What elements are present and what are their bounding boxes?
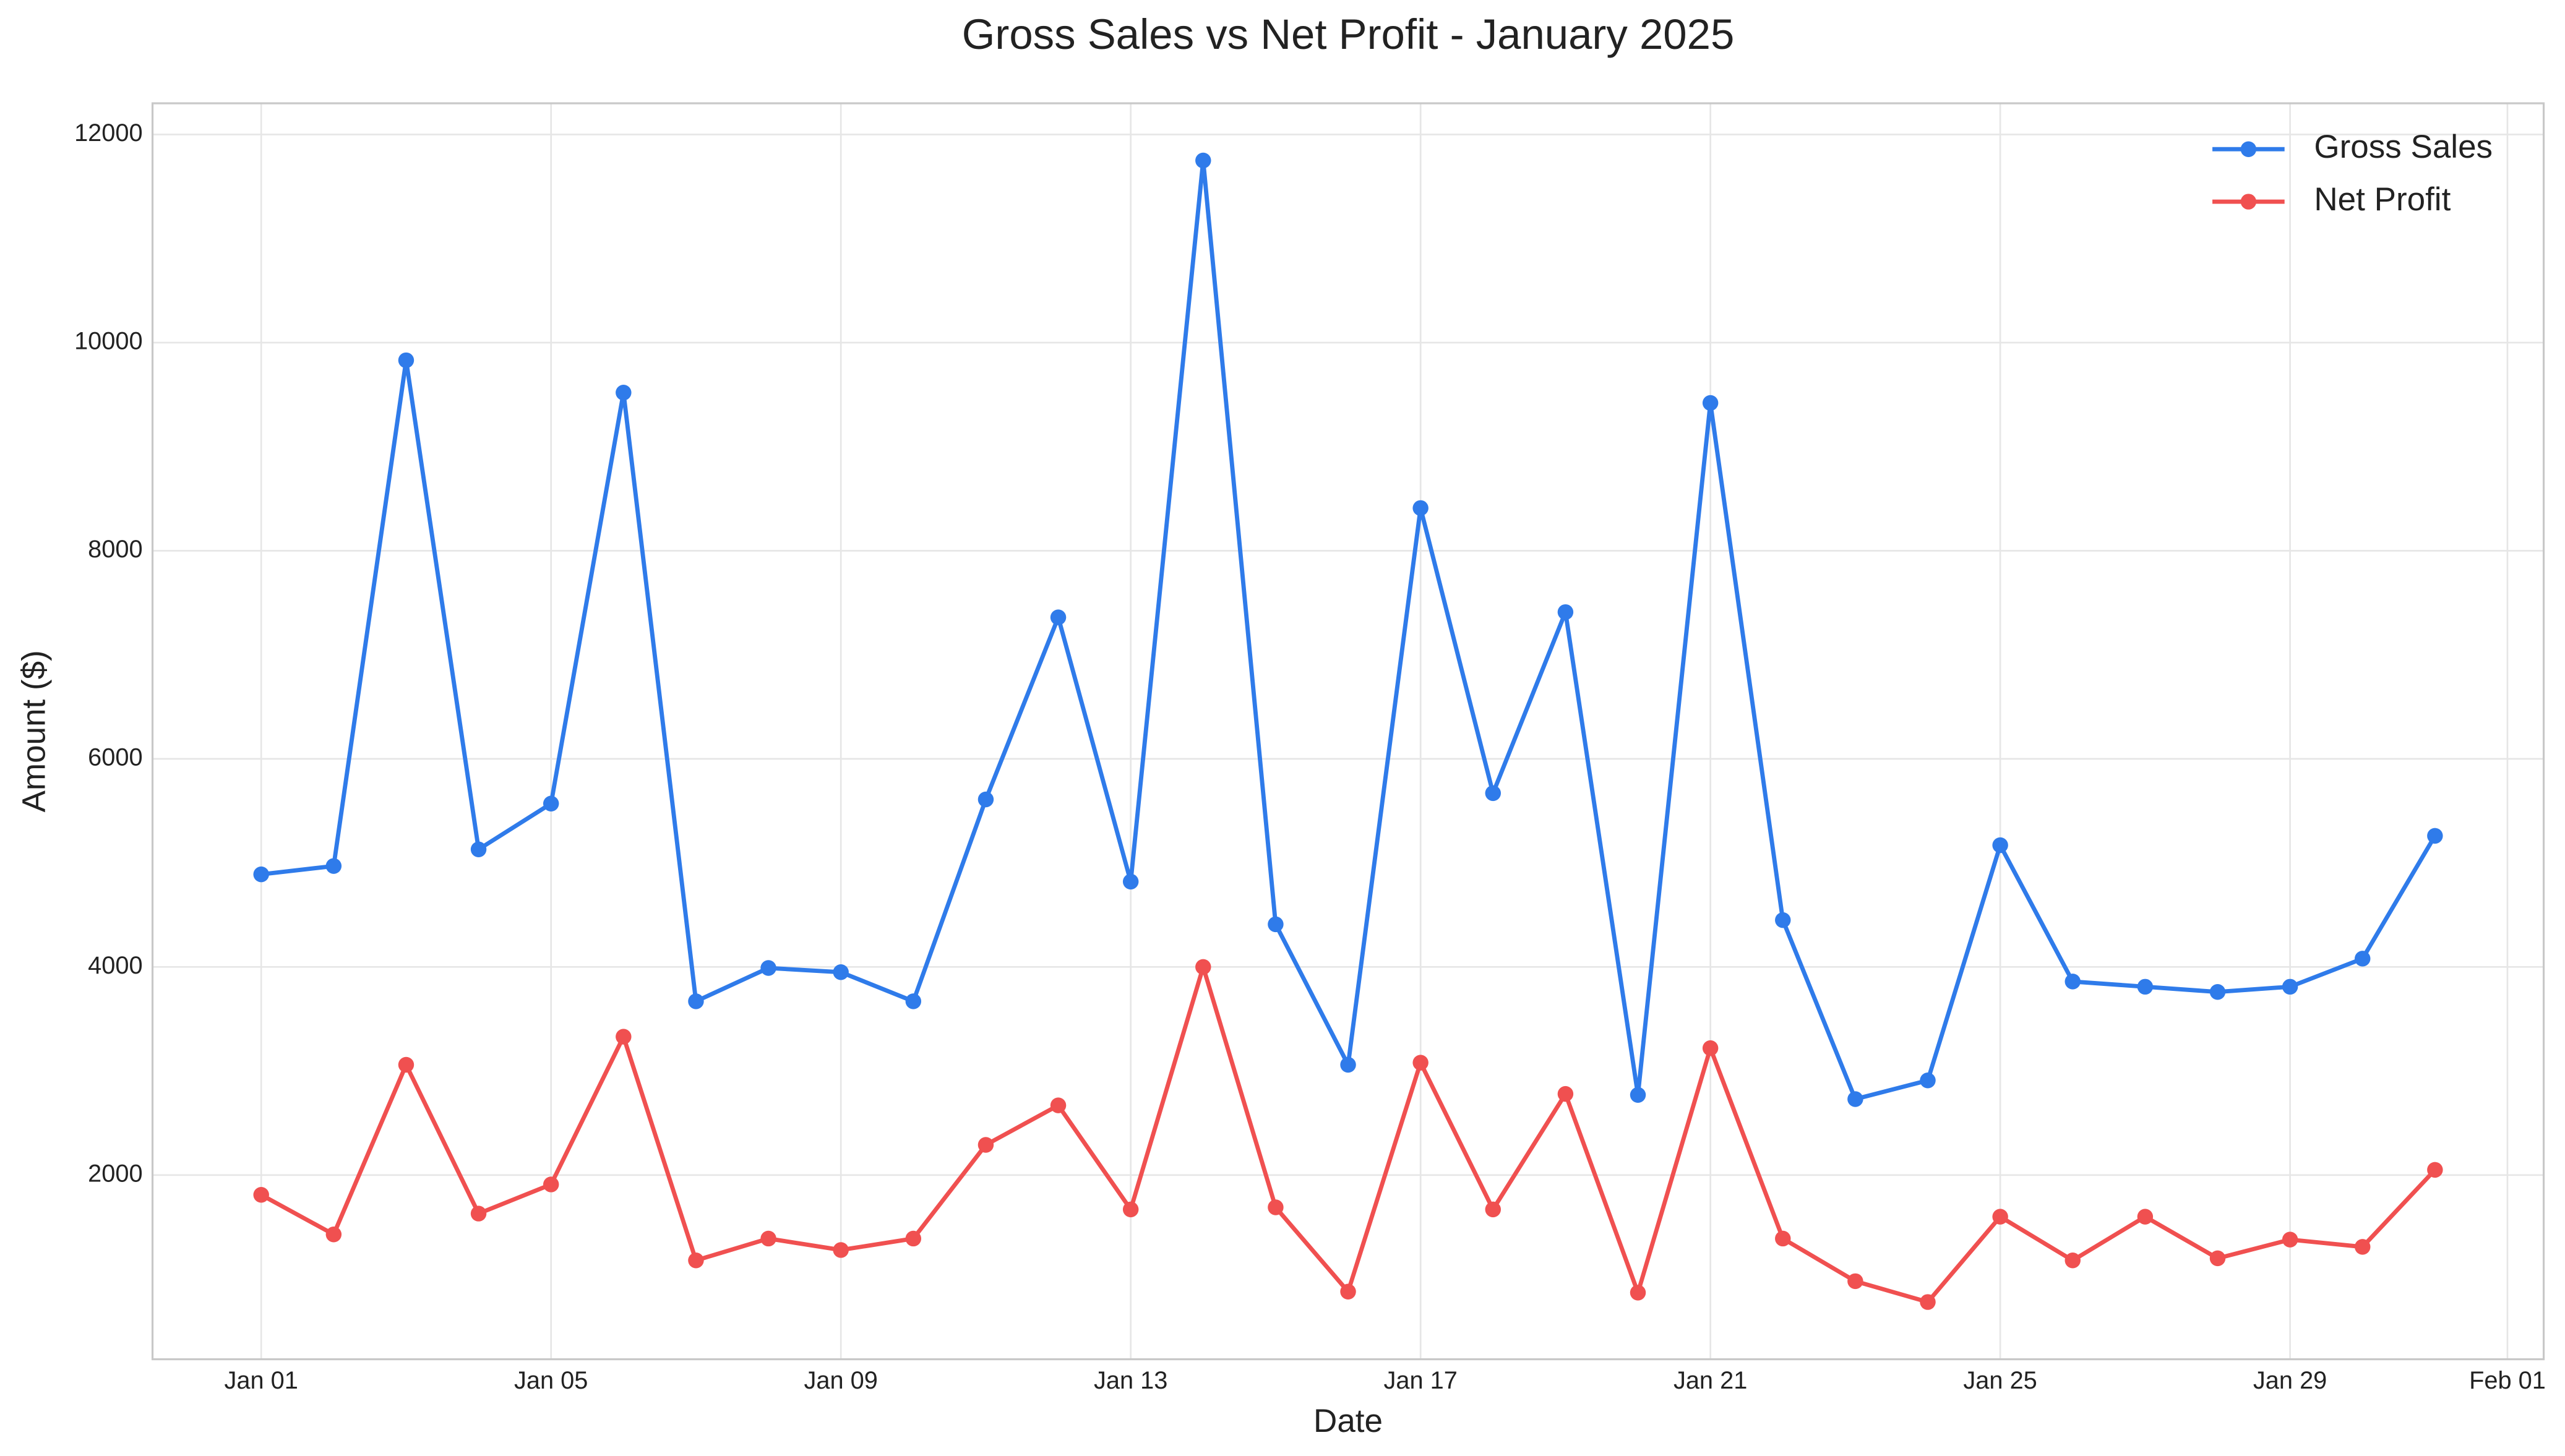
data-point: [616, 1029, 632, 1045]
data-point: [1122, 873, 1139, 890]
data-point: [1557, 604, 1574, 620]
data-point: [2064, 974, 2081, 990]
data-point: [253, 866, 269, 883]
legend-marker: [2240, 194, 2257, 210]
data-point: [1268, 1199, 1284, 1215]
x-tick-label: Jan 05: [514, 1367, 588, 1394]
data-point: [1557, 1086, 1574, 1102]
data-point: [1485, 1201, 1502, 1218]
data-point: [1630, 1285, 1646, 1301]
data-point: [1847, 1273, 1863, 1290]
x-tick-label: Jan 13: [1094, 1367, 1167, 1394]
data-point: [1630, 1087, 1646, 1103]
x-axis-label: Date: [1313, 1403, 1383, 1439]
y-tick-label: 2000: [88, 1160, 142, 1187]
data-point: [1050, 1097, 1067, 1113]
data-point: [1992, 837, 2008, 854]
data-point: [616, 384, 632, 401]
data-point: [2427, 1162, 2443, 1178]
data-point: [1412, 500, 1429, 516]
data-point: [1992, 1209, 2008, 1225]
data-point: [977, 1137, 994, 1153]
x-tick-label: Jan 09: [804, 1367, 878, 1394]
x-tick-label: Jan 01: [225, 1367, 298, 1394]
data-point: [1775, 912, 1791, 928]
plot-frame: [151, 102, 2545, 1361]
data-point: [833, 964, 849, 980]
data-point: [1920, 1073, 1936, 1089]
data-point: [688, 993, 704, 1009]
data-point: [2282, 1231, 2298, 1248]
data-point: [2209, 984, 2226, 1000]
legend-marker: [2240, 141, 2257, 157]
y-tick-label: 8000: [88, 536, 142, 563]
data-point: [1195, 152, 1211, 169]
data-point: [2137, 1209, 2154, 1225]
data-point: [398, 1056, 415, 1073]
data-point: [1702, 395, 1719, 411]
data-point: [688, 1253, 704, 1269]
x-tick-label: Feb 01: [2469, 1367, 2546, 1394]
data-point: [543, 795, 559, 812]
data-point: [2137, 979, 2154, 995]
data-point: [1340, 1056, 1356, 1073]
data-point: [905, 993, 922, 1009]
data-point: [977, 791, 994, 808]
y-tick-label: 10000: [74, 327, 143, 354]
data-point: [1847, 1091, 1863, 1107]
data-point: [905, 1230, 922, 1247]
y-tick-label: 6000: [88, 743, 142, 771]
data-point: [2209, 1250, 2226, 1267]
y-tick-label: 4000: [88, 952, 142, 979]
data-point: [2427, 828, 2443, 844]
data-point: [2064, 1253, 2081, 1269]
data-point: [1702, 1040, 1719, 1056]
data-point: [1920, 1294, 1936, 1310]
data-point: [2282, 979, 2298, 995]
data-point: [470, 841, 487, 857]
data-point: [325, 1226, 342, 1243]
data-point: [760, 960, 776, 976]
data-point: [470, 1205, 487, 1222]
data-point: [1050, 609, 1067, 625]
legend-label: Gross Sales: [2314, 129, 2493, 165]
data-point: [1340, 1283, 1356, 1300]
data-point: [325, 858, 342, 874]
data-point: [1122, 1201, 1139, 1218]
data-point: [2355, 951, 2371, 967]
y-tick-label: 12000: [74, 119, 143, 147]
y-axis-label: Amount ($): [15, 650, 52, 812]
x-tick-label: Jan 17: [1383, 1367, 1457, 1394]
chart-title: Gross Sales vs Net Profit - January 2025: [962, 11, 1734, 58]
data-point: [1412, 1055, 1429, 1071]
data-point: [2355, 1239, 2371, 1255]
data-point: [253, 1187, 269, 1203]
legend-label: Net Profit: [2314, 181, 2451, 218]
data-point: [760, 1230, 776, 1247]
data-point: [1268, 916, 1284, 933]
x-tick-label: Jan 21: [1673, 1367, 1747, 1394]
x-tick-label: Jan 29: [2253, 1367, 2327, 1394]
data-point: [833, 1242, 849, 1258]
data-point: [1195, 959, 1211, 975]
series-line: [260, 158, 2437, 1102]
data-point: [543, 1176, 559, 1193]
data-point: [398, 352, 415, 369]
series-line: [260, 964, 2437, 1304]
x-tick-label: Jan 25: [1963, 1367, 2037, 1394]
data-point: [1485, 785, 1502, 802]
data-point: [1775, 1230, 1791, 1247]
